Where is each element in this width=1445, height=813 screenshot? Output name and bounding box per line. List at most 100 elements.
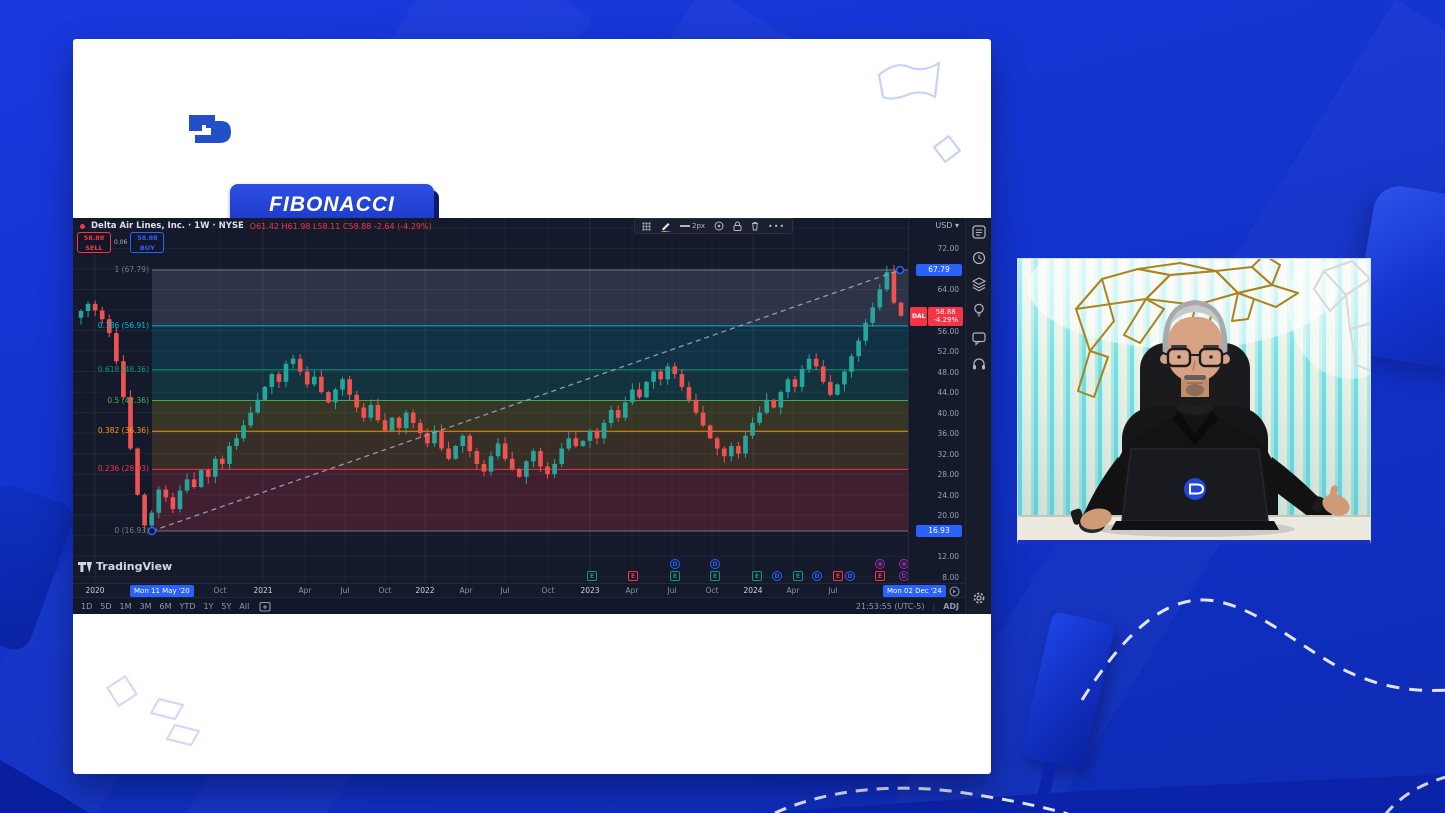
range-button-3m[interactable]: 3M: [139, 601, 152, 611]
fibonacci-button-label: FIBONACCI: [269, 193, 395, 216]
fib-level-label: 0.786 (56.91): [97, 320, 149, 330]
adjust-toggle[interactable]: ADJ: [943, 601, 959, 611]
price-tick: 20.00: [937, 511, 959, 521]
target-icon[interactable]: [714, 221, 724, 231]
right-sidebar: [965, 218, 991, 614]
event-dot-marker[interactable]: ◉: [875, 559, 885, 569]
price-tick: 56.00: [937, 326, 959, 336]
price-scale[interactable]: USD ▾ 72.0064.0060.0056.0052.0048.0044.0…: [908, 218, 965, 583]
earnings-marker[interactable]: E: [628, 571, 638, 581]
earnings-marker[interactable]: E: [833, 571, 843, 581]
sell-button[interactable]: 58.88 SELL: [77, 232, 111, 253]
flag-outline-decoration: [877, 61, 941, 100]
range-button-1d[interactable]: 1D: [81, 601, 93, 611]
fib-level-label: 0.382 (36.36): [97, 426, 149, 436]
time-tick: Oct: [705, 586, 719, 595]
chart-header: Delta Air Lines, Inc. · 1W · NYSE O61.42…: [80, 221, 432, 231]
price-tick: 64.00: [937, 285, 959, 295]
time-tick: Oct: [213, 586, 227, 595]
ideas-lightbulb-icon[interactable]: [971, 302, 987, 318]
range-button-all[interactable]: All: [239, 601, 250, 611]
time-tick: Jul: [828, 586, 838, 595]
range-button-1m[interactable]: 1M: [119, 601, 132, 611]
dividend-marker[interactable]: D: [812, 571, 822, 581]
template-grid-icon[interactable]: [642, 221, 651, 231]
earnings-marker[interactable]: E: [793, 571, 803, 581]
price-tick: 32.00: [937, 449, 959, 459]
trash-icon[interactable]: [751, 221, 759, 231]
range-button-5y[interactable]: 5Y: [221, 601, 232, 611]
range-button-6m[interactable]: 6M: [159, 601, 172, 611]
time-scale[interactable]: 2020 Oct 2021 Apr Jul Oct 2022 Apr Jul Oct 2023 Apr…: [73, 583, 965, 597]
decorative-bar: [0, 480, 78, 655]
dividend-marker[interactable]: D: [845, 571, 855, 581]
time-tick: 2022: [415, 586, 435, 595]
tradingview-chart[interactable]: Delta Air Lines, Inc. · 1W · NYSE O61.42…: [73, 218, 991, 614]
time-tick: Apr: [459, 586, 473, 595]
laptop: [1111, 448, 1279, 530]
line-width-selector[interactable]: 2px: [680, 222, 705, 230]
support-headset-icon[interactable]: [971, 356, 987, 372]
slide-card: FIBONACCI Delta Air Lines, Inc. · 1W · N…: [73, 39, 991, 774]
time-tick: 2024: [743, 586, 763, 595]
trade-panel: 58.88 SELL 0.06 58.88 BUY: [77, 232, 165, 253]
range-button-5d[interactable]: 5D: [100, 601, 112, 611]
fib-level-label: 0.618 (48.36): [97, 364, 149, 374]
chat-icon[interactable]: [971, 330, 987, 346]
price-tick: 44.00: [937, 388, 959, 398]
dividend-marker[interactable]: D: [899, 571, 908, 581]
alert-clock-icon[interactable]: [971, 250, 987, 266]
layers-icon[interactable]: [971, 276, 987, 292]
earnings-marker[interactable]: E: [587, 571, 597, 581]
earnings-marker[interactable]: E: [670, 571, 680, 581]
settings-gear-icon[interactable]: [971, 590, 987, 606]
color-pencil-icon[interactable]: [660, 221, 671, 232]
last-price-tag: DAL 58.88 -4.29%: [910, 306, 963, 326]
fib-low-price-tag: 16.93: [916, 525, 962, 537]
brand-d-logo: [189, 115, 231, 143]
last-price-symbol: DAL: [910, 306, 928, 326]
watchlist-icon[interactable]: [971, 224, 987, 240]
lock-icon[interactable]: [733, 221, 742, 231]
time-tick: Jul: [340, 586, 350, 595]
currency-selector[interactable]: USD ▾: [935, 221, 959, 230]
range-button-1y[interactable]: 1Y: [203, 601, 214, 611]
time-tick: Apr: [298, 586, 312, 595]
dividend-marker[interactable]: D: [772, 571, 782, 581]
last-price-value: 58.88 -4.29%: [928, 306, 963, 326]
earnings-marker[interactable]: E: [875, 571, 885, 581]
silver-artwork: [1313, 260, 1370, 372]
chart-pane[interactable]: Delta Air Lines, Inc. · 1W · NYSE O61.42…: [73, 218, 908, 583]
event-dot-marker[interactable]: ◉: [899, 559, 908, 569]
earnings-marker[interactable]: E: [710, 571, 720, 581]
range-button-ytd[interactable]: YTD: [179, 601, 196, 611]
time-tick: Oct: [541, 586, 555, 595]
decorative-band: [758, 774, 1445, 813]
time-tick: 2021: [253, 586, 273, 595]
buy-button[interactable]: 58.88 BUY: [130, 232, 165, 253]
spread-value: 0.06: [114, 239, 128, 246]
tradingview-logo-icon: [78, 561, 92, 572]
go-to-realtime-icon[interactable]: [949, 586, 960, 597]
golden-bull-artwork: [1075, 259, 1299, 398]
time-tick: Jul: [667, 586, 677, 595]
price-tick: 36.00: [937, 429, 959, 439]
dividend-marker[interactable]: D: [670, 559, 680, 569]
fib-high-price-tag: 67.79: [916, 264, 962, 276]
price-tick: 72.00: [937, 244, 959, 254]
diamond-outline-decoration: [933, 135, 961, 163]
presenter-webcam: [1017, 258, 1371, 544]
hands: [1070, 485, 1350, 530]
fib-level-label: 0.236 (28.93): [97, 464, 149, 474]
go-to-date-icon[interactable]: [259, 601, 271, 612]
market-clock: 21:53:55 (UTC-5): [855, 601, 925, 611]
price-tick: 40.00: [937, 408, 959, 418]
earnings-marker[interactable]: E: [752, 571, 762, 581]
symbol-title: Delta Air Lines, Inc. · 1W · NYSE: [91, 221, 244, 231]
range-buttons: 1D 5D 1M 3M 6M YTD 1Y 5Y All: [73, 602, 249, 611]
dividend-marker[interactable]: D: [710, 559, 720, 569]
time-tick: Oct: [378, 586, 392, 595]
price-tick: 52.00: [937, 347, 959, 357]
more-options-icon[interactable]: •••: [768, 221, 786, 231]
fib-level-label: 1 (67.79): [114, 265, 149, 274]
